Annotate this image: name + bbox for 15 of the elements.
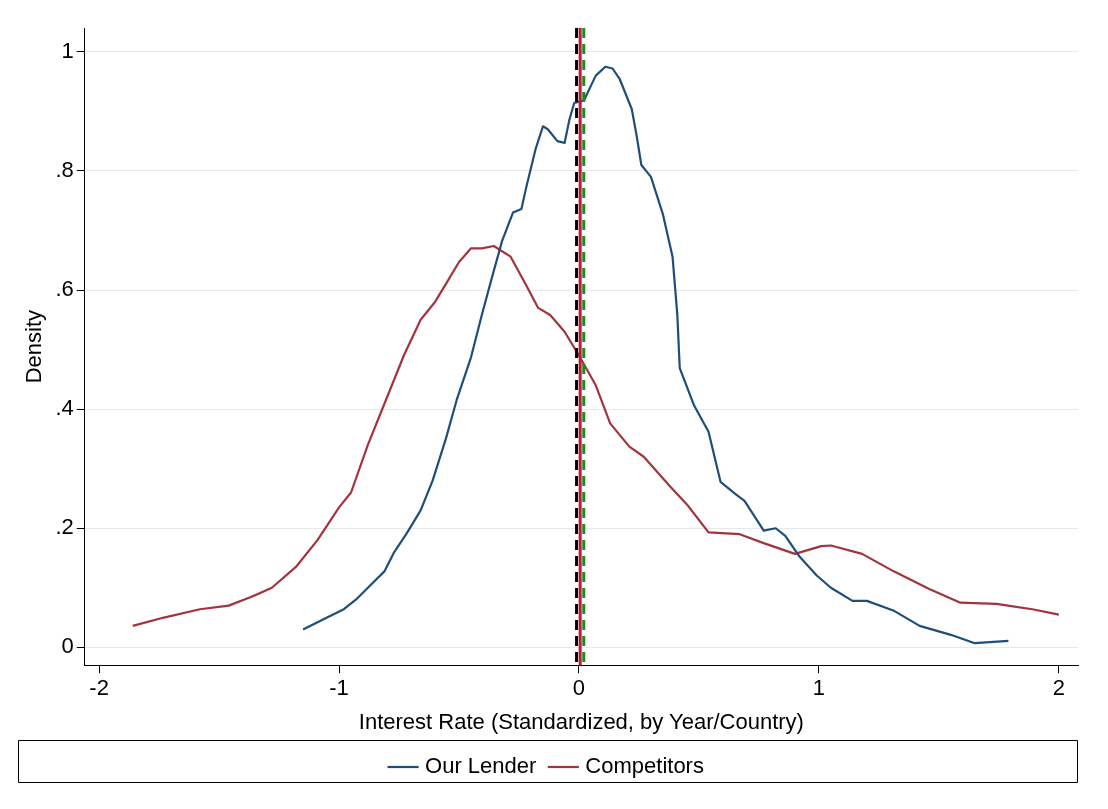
y-tick-label: .6 (55, 276, 74, 302)
x-tick-label: -1 (329, 675, 349, 701)
x-tick-label: 2 (1052, 675, 1065, 701)
x-tick-label: 0 (572, 675, 586, 701)
y-tick-label: .2 (55, 514, 74, 540)
y-tick-label: 1 (61, 37, 74, 63)
y-tick-label: 0 (61, 633, 74, 659)
y-axis-title: Density (21, 309, 47, 384)
x-tick-label: -2 (89, 675, 109, 701)
legend-label: Competitors (585, 753, 704, 779)
legend-label: Our Lender (425, 753, 537, 779)
x-tick-label: 1 (812, 675, 826, 701)
y-tick-label: .4 (55, 395, 74, 421)
y-tick-label: .8 (55, 156, 74, 182)
x-axis-title: Interest Rate (Standardized, by Year/Country) (358, 708, 804, 734)
